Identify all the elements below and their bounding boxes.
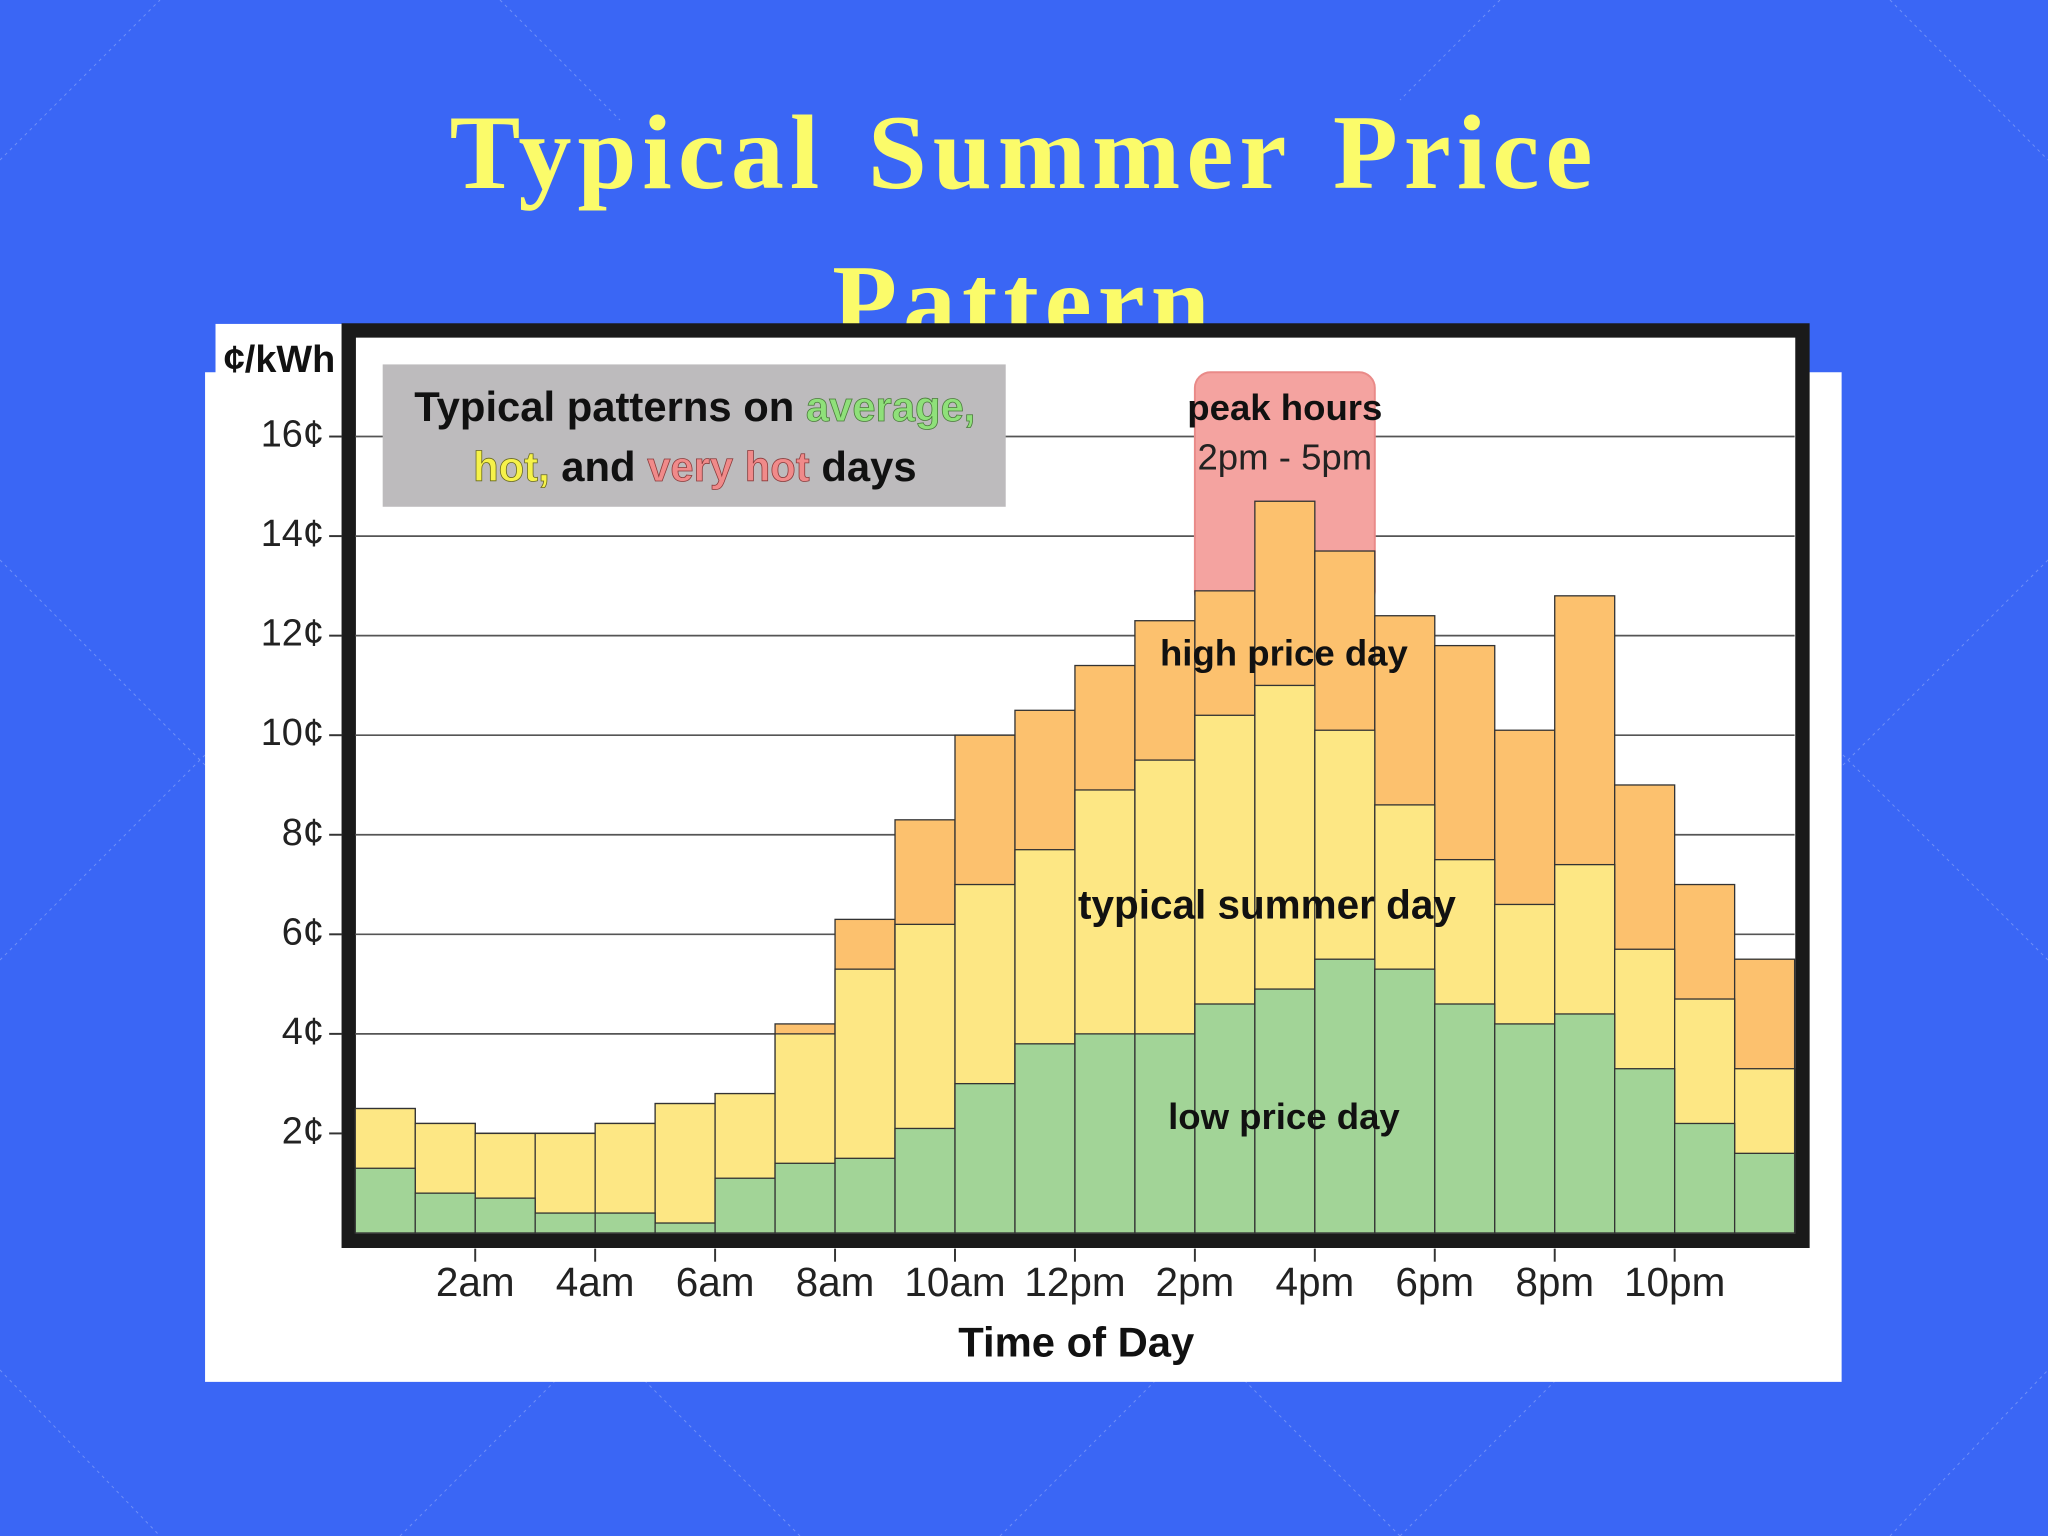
peak-text: 2pm - 5pm <box>1197 436 1372 477</box>
note-box <box>382 364 1006 507</box>
x-tick-label: 8pm <box>1515 1259 1594 1305</box>
bar <box>1554 1013 1616 1234</box>
bar <box>894 1127 956 1234</box>
bar <box>1614 1068 1676 1234</box>
x-tick-label: 8am <box>796 1259 875 1305</box>
bar <box>534 1212 596 1234</box>
note-text: Typical patterns on <box>414 383 794 430</box>
bar <box>1074 1033 1136 1234</box>
x-tick-label: 6pm <box>1395 1259 1474 1305</box>
y-tick-label: 2¢ <box>282 1110 324 1152</box>
series-label: typical summer day <box>1078 881 1456 927</box>
x-tick-label: 10pm <box>1624 1259 1725 1305</box>
x-tick-label: 2am <box>436 1259 515 1305</box>
y-tick-label: 4¢ <box>282 1011 324 1053</box>
bar <box>774 1162 836 1234</box>
x-tick-label: 4am <box>556 1259 635 1305</box>
bar <box>1314 958 1376 1234</box>
bars <box>354 500 1796 1234</box>
x-tick-label: 12pm <box>1024 1259 1125 1305</box>
bar <box>714 1177 776 1234</box>
series-label: low price day <box>1168 1096 1400 1137</box>
peak-title: peak hours <box>1187 387 1382 428</box>
y-tick-label: 8¢ <box>282 812 324 854</box>
x-tick-label: 4pm <box>1275 1259 1354 1305</box>
note-very-hot: very hot <box>647 443 810 490</box>
bar <box>1434 1003 1496 1234</box>
y-tick-label: 6¢ <box>282 911 324 953</box>
x-tick-label: 6am <box>676 1259 755 1305</box>
labels: 2¢ 4¢ 6¢ 8¢ 10¢ 12¢ 14¢ 16¢ 2am 4am 6am 8am 10am 12pm… <box>261 387 1726 1305</box>
bar <box>834 1157 896 1234</box>
note-line-2: hot, and very hot days <box>473 443 916 490</box>
note-text: days <box>821 443 916 490</box>
bar <box>1674 1122 1736 1234</box>
bar <box>654 1222 716 1234</box>
bar <box>1374 968 1436 1234</box>
bar <box>594 1212 656 1234</box>
bar <box>474 1197 536 1234</box>
x-tick-label: 10am <box>904 1259 1005 1305</box>
x-tick-label: 2pm <box>1156 1259 1235 1305</box>
bar <box>354 1167 416 1234</box>
y-tick-label: 12¢ <box>261 613 324 655</box>
bar <box>654 1102 716 1234</box>
x-axis-label: Time of Day <box>958 1318 1195 1365</box>
note-line-1: Typical patterns on average, <box>414 383 975 430</box>
bar <box>414 1192 476 1234</box>
y-tick-label: 14¢ <box>261 513 324 555</box>
y-tick-label: 16¢ <box>261 414 324 456</box>
bar <box>1254 988 1316 1234</box>
label-panel <box>215 323 343 377</box>
y-tick-label: 10¢ <box>261 712 324 754</box>
bar <box>1733 1152 1796 1234</box>
bar <box>1494 1023 1556 1234</box>
note-text: and <box>561 443 635 490</box>
bar <box>954 1082 1016 1234</box>
note-hot: hot, <box>473 443 550 490</box>
bar <box>1194 1003 1256 1234</box>
y-axis-label: ¢/kWh <box>224 339 336 381</box>
series-label: high price day <box>1160 632 1409 673</box>
bar <box>1014 1043 1076 1234</box>
note-average: average, <box>806 383 976 430</box>
